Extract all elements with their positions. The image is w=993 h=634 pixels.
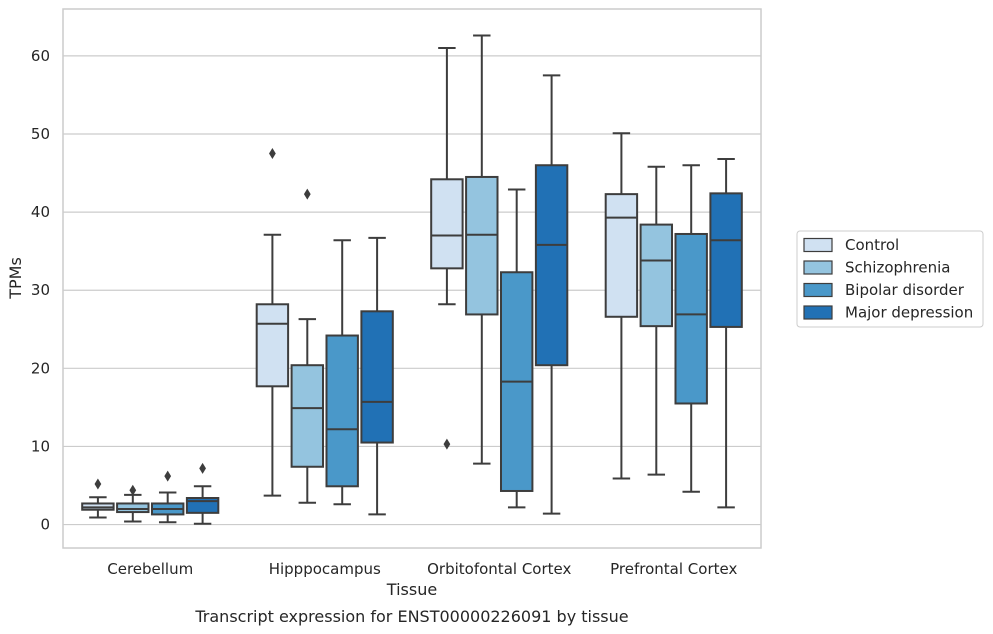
legend-label: Schizophrenia xyxy=(845,259,950,277)
legend: Control Schizophrenia Bipolar disorder Majo… xyxy=(796,230,984,328)
box-body xyxy=(290,364,325,468)
y-tick-label: 60 xyxy=(31,47,50,65)
legend-swatch xyxy=(803,237,833,253)
x-axis-ticks: Cerebellum Hipppocampus Orbitofontal Corte… xyxy=(107,560,737,578)
box-orbitofontal-cortex-schizophrenia xyxy=(465,34,499,465)
legend-item-major-depression: Major depression xyxy=(803,304,973,322)
box-body xyxy=(360,310,394,444)
box-orbitofontal-cortex-control xyxy=(430,47,464,450)
legend-swatch xyxy=(803,282,833,298)
y-tick-label: 0 xyxy=(40,516,50,534)
box-prefrontal-cortex-major-depression xyxy=(709,157,743,509)
outlier-point xyxy=(94,478,102,490)
x-tick-label-cerebellum: Cerebellum xyxy=(107,560,193,578)
y-tick-label: 20 xyxy=(31,359,50,377)
box-cerebellum-control xyxy=(81,478,115,519)
x-tick-label-orbitofontal-cortex: Orbitofontal Cortex xyxy=(427,560,571,578)
box-orbitofontal-cortex-major-depression xyxy=(534,74,569,515)
outlier-point xyxy=(199,462,206,474)
box-hipppocampus-control xyxy=(255,148,290,497)
y-tick-label: 40 xyxy=(31,203,50,221)
y-tick-label: 30 xyxy=(31,281,50,299)
box-body xyxy=(465,175,499,316)
x-axis-label: Tissue xyxy=(386,580,437,599)
legend-item-schizophrenia: Schizophrenia xyxy=(803,259,950,277)
box-body xyxy=(709,192,743,328)
legend-label: Control xyxy=(845,236,899,254)
legend-swatch xyxy=(803,305,833,320)
chart-caption: Transcript expression for ENST0000022609… xyxy=(194,607,628,626)
x-tick-label-hipppocampus: Hipppocampus xyxy=(269,560,381,578)
legend-label: Major depression xyxy=(845,304,973,322)
box-hipppocampus-bipolar-disorder xyxy=(325,239,359,506)
box-prefrontal-cortex-bipolar-disorder xyxy=(674,164,708,493)
box-body xyxy=(604,193,639,318)
legend-frame xyxy=(796,230,984,328)
y-tick-label: 50 xyxy=(31,125,50,143)
box-body xyxy=(325,334,359,488)
legend-swatch xyxy=(803,260,833,275)
box-cerebellum-major-depression xyxy=(185,462,220,525)
outlier-point xyxy=(129,484,137,496)
outlier-point xyxy=(164,470,172,482)
box-hipppocampus-major-depression xyxy=(360,236,394,516)
box-cerebellum-schizophrenia xyxy=(116,484,150,523)
legend-item-bipolar-disorder: Bipolar disorder xyxy=(803,281,965,299)
box-orbitofontal-cortex-bipolar-disorder xyxy=(499,188,534,509)
box-cerebellum-bipolar-disorder xyxy=(150,470,185,524)
box-body xyxy=(534,164,569,367)
box-body xyxy=(116,502,150,514)
box-prefrontal-cortex-control xyxy=(604,132,639,480)
gridlines xyxy=(63,55,761,526)
plot-area-frame xyxy=(62,8,762,549)
y-tick-label: 10 xyxy=(31,437,50,455)
box-hipppocampus-schizophrenia xyxy=(290,188,325,504)
box-body xyxy=(674,232,708,405)
box-body xyxy=(430,178,464,270)
legend-item-control: Control xyxy=(803,236,899,254)
box-prefrontal-cortex-schizophrenia xyxy=(639,165,674,476)
box-body xyxy=(255,303,290,388)
outlier-point xyxy=(269,148,276,160)
box-body xyxy=(639,223,674,328)
x-tick-label-prefrontal-cortex: Prefrontal Cortex xyxy=(610,560,737,578)
outlier-point xyxy=(443,438,451,450)
outlier-point xyxy=(303,188,311,200)
y-axis-label: TPMs xyxy=(6,257,25,300)
boxes-layer xyxy=(81,34,743,525)
legend-label: Bipolar disorder xyxy=(845,281,965,299)
y-axis-ticks: 0 10 20 30 40 50 60 xyxy=(31,47,50,534)
